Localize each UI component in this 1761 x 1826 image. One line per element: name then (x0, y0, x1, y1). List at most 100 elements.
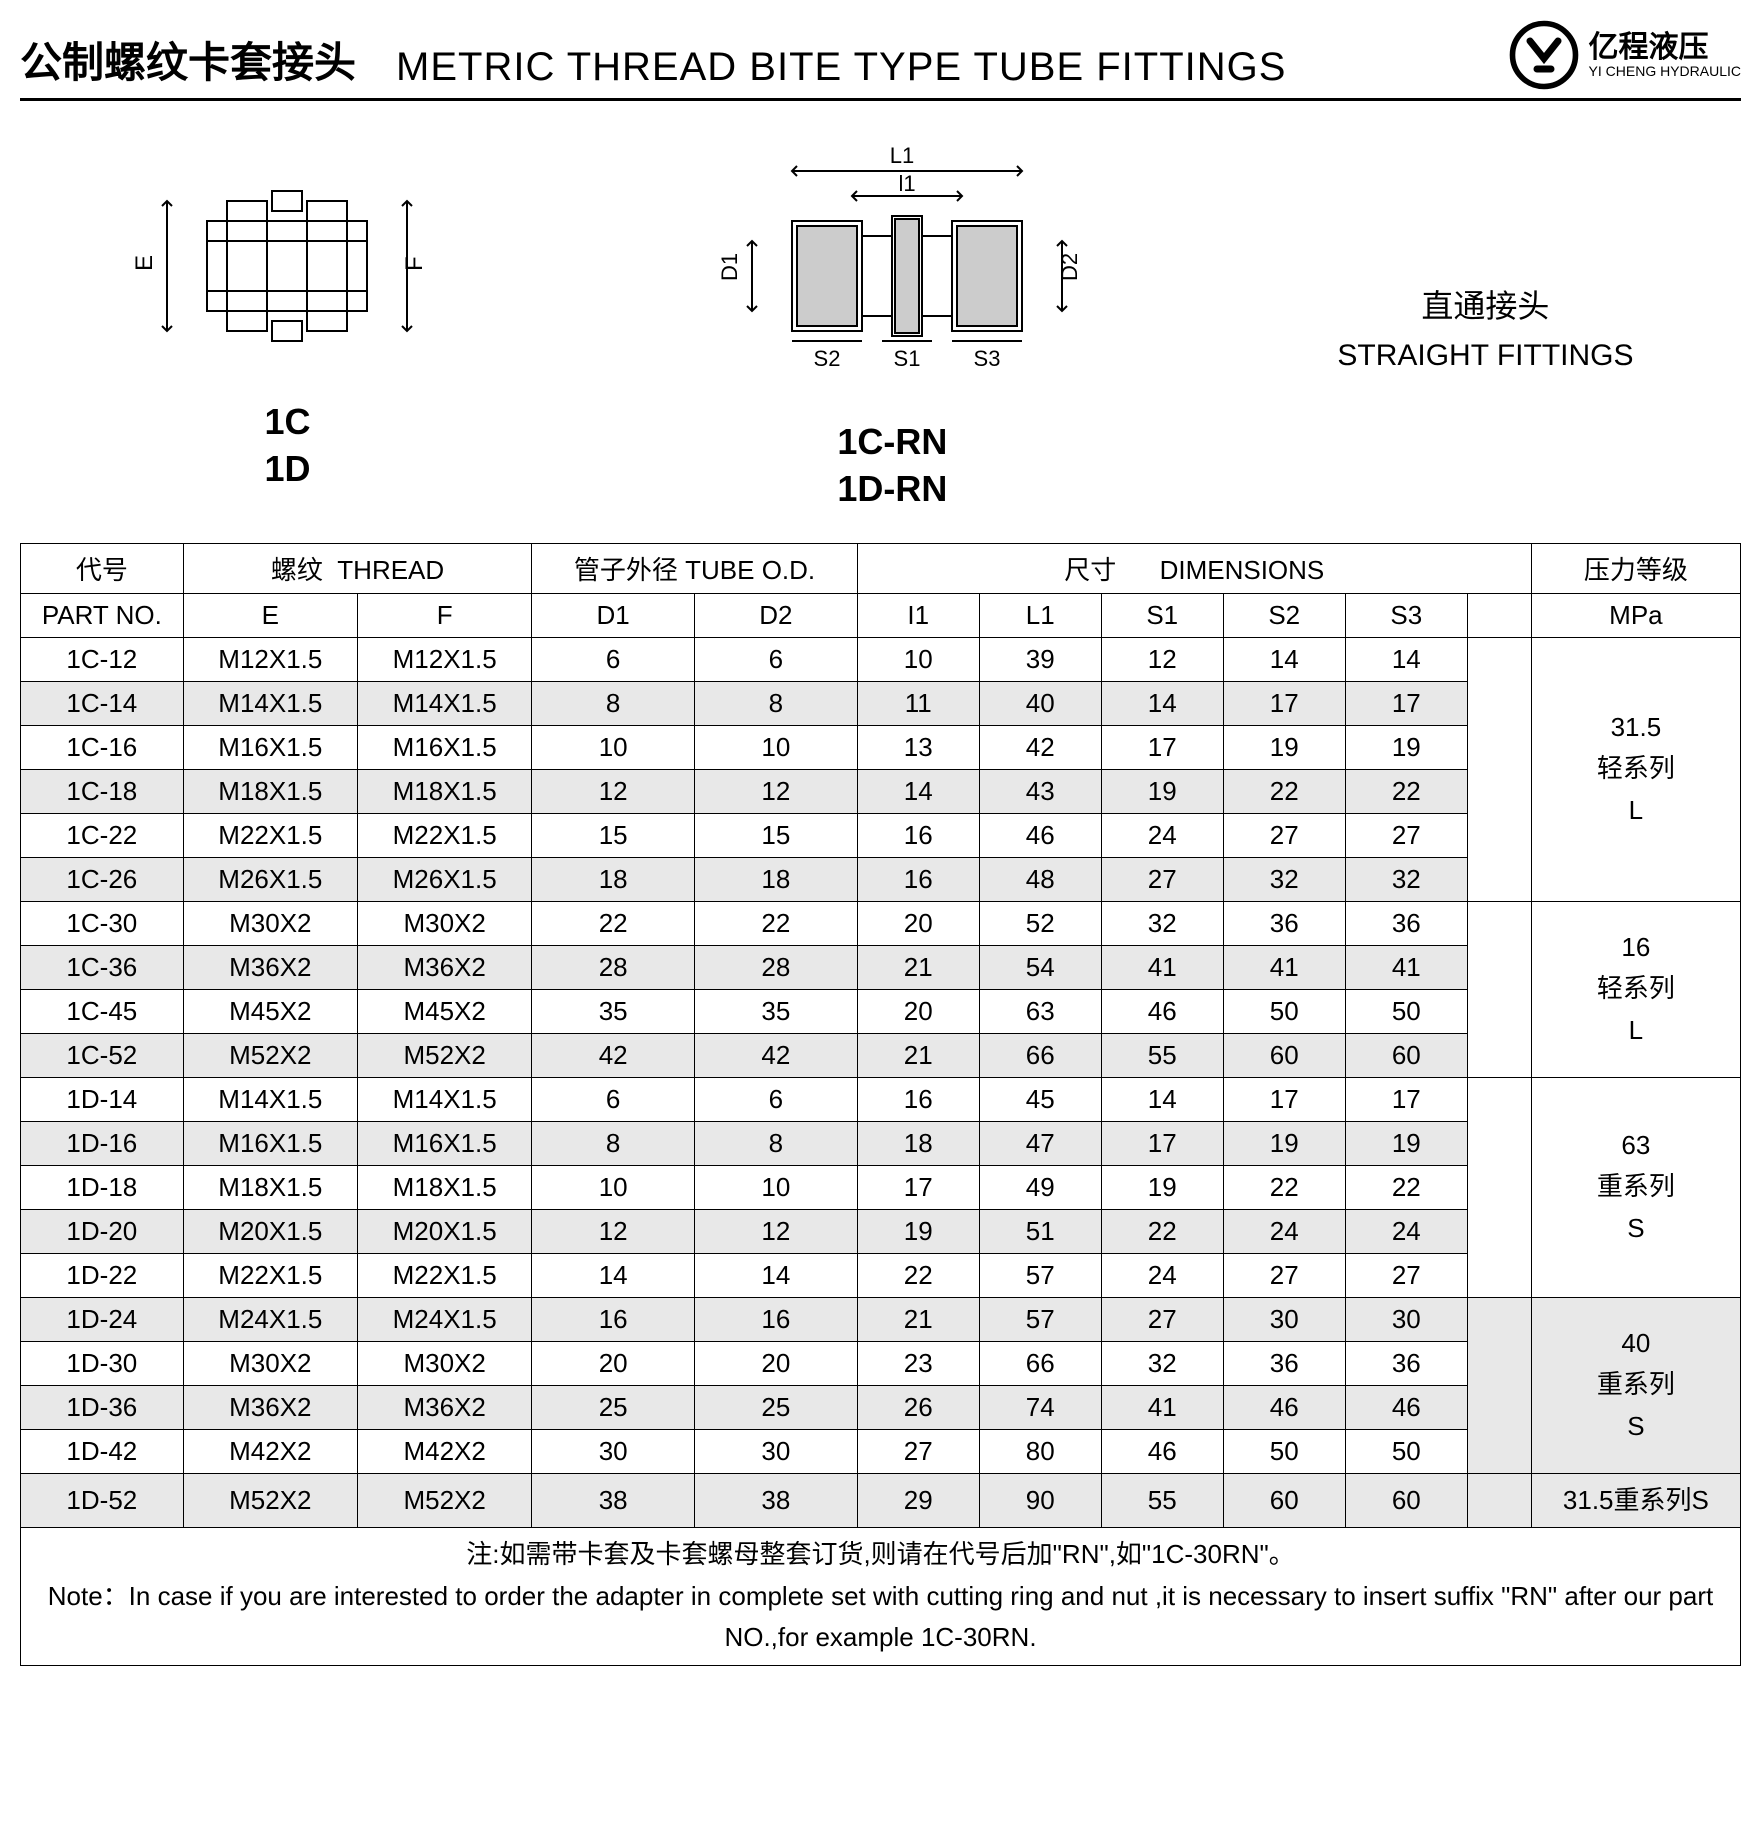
table-cell: 63 (979, 989, 1101, 1033)
table-cell: 18 (857, 1121, 979, 1165)
pressure-cell: 31.5重系列S (1531, 1473, 1740, 1528)
table-cell: 40 (979, 681, 1101, 725)
table-row: 1C-30M30X2M30X22222205232363616轻系列L (21, 901, 1741, 945)
h-tube-cn: 管子外径 (574, 555, 678, 585)
label-1d-rn: 1D-RN (662, 466, 1122, 513)
table-cell: 46 (1223, 1385, 1345, 1429)
table-cell: 8 (532, 1121, 695, 1165)
table-cell: 14 (695, 1253, 858, 1297)
h-S2: S2 (1223, 593, 1345, 637)
table-cell: 49 (979, 1165, 1101, 1209)
h-thread-en: THREAD (337, 555, 444, 585)
table-cell: 22 (1345, 769, 1467, 813)
table-cell: M24X1.5 (183, 1297, 357, 1341)
h-press-en: MPa (1531, 593, 1740, 637)
table-cell: 1C-12 (21, 637, 184, 681)
table-cell: 6 (532, 1077, 695, 1121)
dim-l1: l1 (899, 171, 916, 196)
table-cell: 29 (857, 1473, 979, 1528)
table-cell: 32 (1223, 857, 1345, 901)
table-cell: 11 (857, 681, 979, 725)
table-cell: 27 (1223, 1253, 1345, 1297)
table-cell: M14X1.5 (183, 1077, 357, 1121)
table-cell: 57 (979, 1253, 1101, 1297)
table-cell: 22 (1223, 1165, 1345, 1209)
table-cell: 32 (1101, 1341, 1223, 1385)
pressure-cell: 16轻系列L (1531, 901, 1740, 1077)
table-cell-spare (1467, 1473, 1531, 1528)
table-cell: M22X1.5 (358, 813, 532, 857)
table-cell: 1C-26 (21, 857, 184, 901)
logo-cn: 亿程液压 (1589, 31, 1741, 64)
table-cell: 27 (857, 1429, 979, 1473)
table-cell: 36 (1345, 901, 1467, 945)
pressure-cell: 31.5轻系列L (1531, 637, 1740, 901)
right-cn: 直通接头 (1337, 281, 1633, 327)
table-cell: 20 (857, 901, 979, 945)
table-cell: 8 (695, 681, 858, 725)
table-row: 1C-12M12X1.5M12X1.566103912141431.5轻系列L (21, 637, 1741, 681)
table-cell: 24 (1223, 1209, 1345, 1253)
table-cell: 51 (979, 1209, 1101, 1253)
table-cell: M30X2 (358, 901, 532, 945)
table-cell: M14X1.5 (358, 681, 532, 725)
table-cell: M52X2 (358, 1473, 532, 1528)
table-cell: M52X2 (183, 1033, 357, 1077)
table-cell: M45X2 (183, 989, 357, 1033)
table-cell: 50 (1345, 1429, 1467, 1473)
table-cell: 38 (695, 1473, 858, 1528)
table-cell: 20 (857, 989, 979, 1033)
table-cell: 17 (1345, 1077, 1467, 1121)
table-cell: 20 (695, 1341, 858, 1385)
table-cell: 1D-52 (21, 1473, 184, 1528)
table-cell: 35 (695, 989, 858, 1033)
h-S1: S1 (1101, 593, 1223, 637)
dim-L1: L1 (890, 143, 914, 168)
table-cell: 41 (1223, 945, 1345, 989)
table-cell: 19 (1223, 1121, 1345, 1165)
table-cell: 19 (1101, 1165, 1223, 1209)
h-E: E (183, 593, 357, 637)
h-dim-en: DIMENSIONS (1160, 555, 1325, 585)
table-cell: 15 (695, 813, 858, 857)
table-row: 1D-24M24X1.5M24X1.51616215727303040重系列S (21, 1297, 1741, 1341)
h-part-en: PART NO. (21, 593, 184, 637)
table-cell: 60 (1223, 1033, 1345, 1077)
table-cell: 54 (979, 945, 1101, 989)
table-cell: 42 (532, 1033, 695, 1077)
table-cell: 1D-30 (21, 1341, 184, 1385)
table-cell: M45X2 (358, 989, 532, 1033)
table-cell: 66 (979, 1033, 1101, 1077)
table-cell: 24 (1345, 1209, 1467, 1253)
table-cell: 36 (1345, 1341, 1467, 1385)
pressure-cell: 40重系列S (1531, 1297, 1740, 1473)
table-cell: M42X2 (358, 1429, 532, 1473)
table-cell: 41 (1345, 945, 1467, 989)
table-cell: 6 (532, 637, 695, 681)
h-spare (1467, 593, 1531, 637)
table-cell: 27 (1101, 857, 1223, 901)
table-cell: 55 (1101, 1473, 1223, 1528)
table-cell: 47 (979, 1121, 1101, 1165)
h-thread-cn: 螺纹 (271, 555, 323, 585)
table-cell: M20X1.5 (358, 1209, 532, 1253)
table-cell: M18X1.5 (358, 1165, 532, 1209)
table-cell: 12 (695, 769, 858, 813)
table-cell: 6 (695, 1077, 858, 1121)
table-cell: M24X1.5 (358, 1297, 532, 1341)
table-cell: M12X1.5 (358, 637, 532, 681)
table-cell: 19 (1345, 1121, 1467, 1165)
table-cell: 12 (1101, 637, 1223, 681)
table-cell: 28 (695, 945, 858, 989)
table-cell: 55 (1101, 1033, 1223, 1077)
table-cell: 17 (1101, 1121, 1223, 1165)
table-cell: 26 (857, 1385, 979, 1429)
table-cell: M12X1.5 (183, 637, 357, 681)
table-cell: 1C-22 (21, 813, 184, 857)
table-cell: 19 (857, 1209, 979, 1253)
label-1c-rn: 1C-RN (662, 419, 1122, 466)
right-label: 直通接头 STRAIGHT FITTINGS (1337, 281, 1633, 373)
table-cell: 10 (532, 725, 695, 769)
dim-S2: S2 (814, 346, 841, 371)
table-cell: 17 (1345, 681, 1467, 725)
